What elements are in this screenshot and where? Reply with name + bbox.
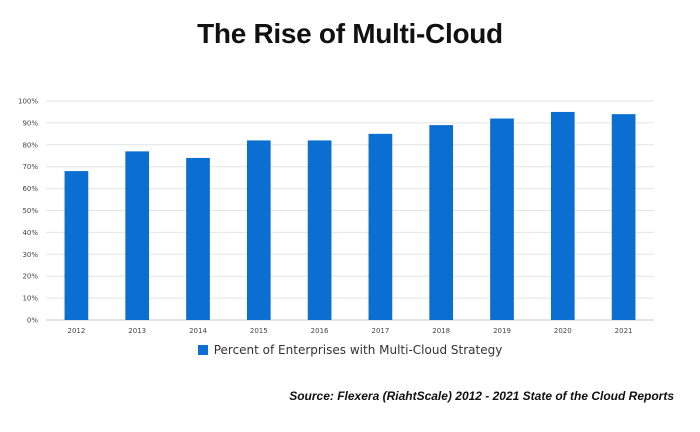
y-tick-label: 80%	[22, 141, 38, 149]
x-tick-label: 2017	[371, 327, 389, 335]
y-axis-labels: 0% 10% 20% 30% 40% 50% 60% 70% 80% 90% 100%	[18, 98, 38, 325]
x-tick-label: 2018	[432, 327, 450, 335]
y-tick-label: 50%	[22, 207, 38, 215]
bar-2015	[246, 140, 271, 320]
legend: Percent of Enterprises with Multi-Cloud …	[0, 343, 700, 357]
bar-2019	[490, 118, 514, 321]
bar-2012	[64, 171, 89, 320]
x-tick-label: 2012	[67, 327, 85, 335]
y-tick-label: 20%	[22, 273, 38, 281]
legend-label: Percent of Enterprises with Multi-Cloud …	[213, 343, 503, 357]
chart-title: The Rise of Multi-Cloud	[197, 18, 503, 49]
bars	[64, 111, 636, 321]
x-tick-label: 2015	[250, 327, 268, 335]
legend-swatch	[197, 345, 208, 355]
y-tick-label: 30%	[22, 251, 38, 259]
x-axis-labels: 2012 2013 2014 2015 2016 2017 2018 2019 2020 2021	[67, 327, 632, 335]
bar-2020	[550, 111, 575, 320]
y-tick-label: 100%	[18, 98, 38, 106]
x-tick-label: 2013	[128, 327, 146, 335]
y-tick-label: 0%	[27, 317, 38, 325]
bar-2021	[611, 114, 636, 320]
x-tick-label: 2016	[311, 327, 329, 335]
y-tick-label: 90%	[22, 119, 38, 127]
y-tick-label: 70%	[22, 163, 38, 171]
x-tick-label: 2021	[615, 327, 633, 335]
y-tick-label: 60%	[22, 185, 38, 193]
bar-2013	[125, 151, 150, 320]
bar-2014	[186, 157, 210, 320]
bar-2018	[429, 125, 454, 320]
source-note: Source: Flexera (RiahtScale) 2012 - 2021…	[289, 389, 674, 403]
x-tick-label: 2020	[554, 327, 572, 335]
x-tick-label: 2019	[493, 327, 511, 335]
y-tick-label: 40%	[22, 229, 38, 237]
bar-2016	[307, 140, 332, 320]
x-tick-label: 2014	[189, 327, 207, 335]
y-tick-label: 10%	[22, 295, 38, 303]
bar-2017	[368, 133, 393, 320]
